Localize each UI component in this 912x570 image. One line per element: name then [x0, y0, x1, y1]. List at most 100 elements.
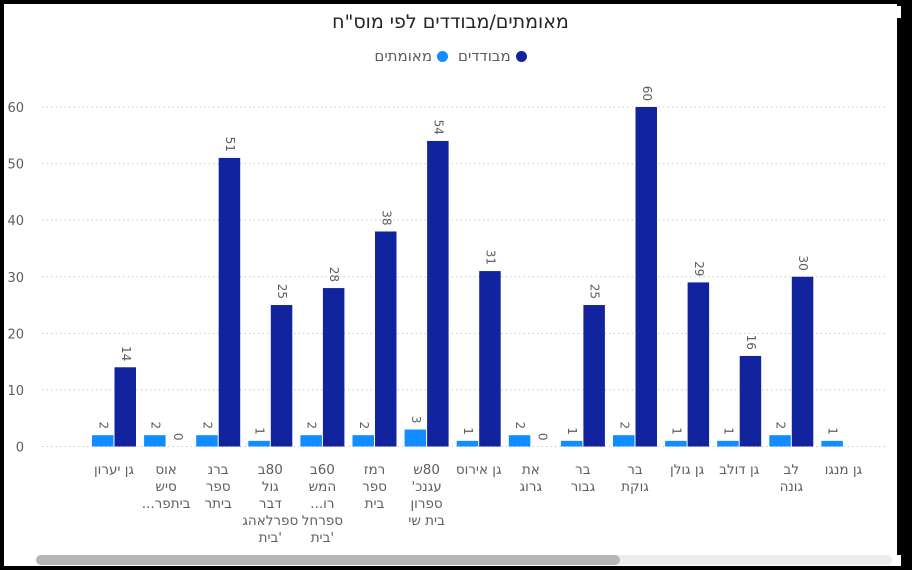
x-category-label-line: ספרחל [302, 513, 344, 529]
bar-confirmed [300, 435, 322, 447]
x-category-label-line: סיש [155, 479, 177, 495]
x-category-label: גן מנגו [825, 462, 863, 478]
data-label-confirmed: 1 [721, 427, 735, 435]
right-edge-segment [897, 555, 901, 566]
data-label-confirmed: 3 [409, 416, 423, 424]
x-category-label-line: את [522, 462, 540, 478]
x-category-label: אוס סיש ביתפר... [142, 462, 191, 512]
x-category-label-line: לב [784, 462, 799, 478]
data-label-isolated: 60 [640, 86, 654, 101]
bar-confirmed [821, 440, 843, 447]
bar-confirmed [613, 435, 635, 447]
data-label-isolated: 51 [223, 137, 237, 152]
data-label-confirmed: 2 [305, 422, 319, 430]
x-category-label-line: ברנ [208, 462, 229, 478]
data-label-confirmed: 2 [774, 422, 788, 430]
data-label-confirmed: 2 [617, 422, 631, 430]
x-category-label-line: גן דולב [719, 462, 759, 478]
bar-confirmed [508, 435, 531, 447]
bar-confirmed [92, 435, 114, 447]
data-label-confirmed: 2 [513, 422, 527, 430]
data-label-isolated: 29 [692, 261, 706, 276]
data-label-isolated: 0 [171, 433, 185, 441]
bar-confirmed [144, 435, 166, 447]
x-category-label-line: ספרון [411, 496, 443, 512]
data-label-confirmed: 1 [565, 427, 579, 435]
x-category-label: ברנ ספר ביתר [205, 462, 233, 512]
x-category-label-line: המש [309, 479, 337, 495]
bar-confirmed [352, 435, 374, 447]
x-category-label: את גרוג [520, 462, 543, 495]
right-edge-segment [897, 6, 901, 18]
data-label-confirmed: 1 [253, 427, 267, 435]
x-category-label-line: בר [575, 462, 591, 478]
x-category-label-line: עגנכ' [411, 479, 441, 495]
horizontal-scrollbar-thumb[interactable] [36, 555, 620, 565]
x-category-label-line: רו... [310, 496, 334, 512]
x-category-label: גן יערון [94, 462, 134, 478]
bar-isolated [427, 140, 449, 447]
data-label-confirmed: 2 [96, 422, 110, 430]
x-category-label-line: אוס [155, 462, 176, 478]
x-category-label: בר גוקת [621, 462, 649, 495]
x-category-label: גן אירוס [456, 462, 502, 478]
legend-label-isolated: מבודדים [458, 47, 511, 65]
data-label-confirmed: 2 [357, 422, 371, 430]
x-category-label-line: גוקת [621, 479, 649, 495]
bar-confirmed [717, 440, 739, 447]
y-tick-label: 30 [7, 271, 24, 286]
bar-isolated [375, 231, 397, 447]
x-category-label-line: גונה [780, 479, 804, 495]
y-tick-label: 10 [7, 384, 24, 399]
bar-isolated [479, 271, 501, 447]
bar-isolated [739, 355, 762, 447]
data-label-isolated: 28 [327, 267, 341, 282]
x-category-label-line: ספר [362, 479, 387, 495]
data-label-confirmed: 2 [148, 422, 162, 430]
x-category-label-line: גן יערון [94, 462, 134, 478]
x-category-label: גן גולן [670, 462, 705, 478]
legend-item-isolated[interactable]: מבודדים [458, 47, 527, 65]
x-category-label-line: דבר [259, 496, 282, 512]
bar-isolated [218, 157, 241, 447]
data-label-confirmed: 1 [461, 427, 475, 435]
x-category-label-line: 80ב [258, 462, 283, 478]
x-category-label-line: ספרלאהג [242, 513, 298, 529]
data-label-isolated: 30 [796, 255, 810, 270]
x-category-label-line: בית שי [408, 513, 445, 529]
bar-confirmed [665, 440, 687, 447]
x-category-label-line: רמז [364, 462, 385, 478]
y-tick-label: 50 [7, 158, 24, 173]
x-category-label-line: גול [262, 479, 279, 495]
x-category-label: 60ב המש רו... ספרחל 'בית [302, 462, 344, 546]
x-category-label-line: 'בית [259, 530, 282, 546]
data-label-confirmed: 2 [200, 422, 214, 430]
bar-isolated [583, 305, 605, 447]
x-category-label-line: גן גולן [670, 462, 705, 478]
data-label-isolated: 31 [483, 250, 497, 265]
legend-swatch-confirmed [437, 50, 449, 62]
data-label-isolated: 38 [379, 210, 393, 225]
chart-legend[interactable]: מבודדים מאומתים [4, 47, 897, 65]
bar-isolated [322, 288, 345, 447]
data-label-confirmed: 1 [669, 427, 683, 435]
legend-item-confirmed[interactable]: מאומתים [374, 47, 449, 65]
x-category-label: גן דולב [719, 462, 759, 478]
x-category-label: בר גבור [571, 462, 596, 495]
x-category-label-line: בית [365, 496, 385, 512]
x-category-label-line: 'בית [311, 530, 334, 546]
x-category-label-line: גן מנגו [825, 462, 863, 478]
bar-confirmed [248, 440, 270, 447]
x-category-label-line: 60ב [310, 462, 335, 478]
legend-label-confirmed: מאומתים [374, 47, 433, 65]
bar-confirmed [404, 429, 427, 447]
x-category-label-line: ביתר [205, 496, 233, 512]
x-category-label-line: ביתפר... [142, 496, 191, 512]
x-category-label: רמז ספר בית [362, 462, 387, 512]
x-category-label: 80ב גול דבר ספרלאהג 'בית [242, 462, 298, 546]
y-tick-label: 0 [16, 441, 24, 456]
x-category-label-line: גבור [571, 479, 596, 495]
y-tick-label: 20 [7, 327, 24, 342]
